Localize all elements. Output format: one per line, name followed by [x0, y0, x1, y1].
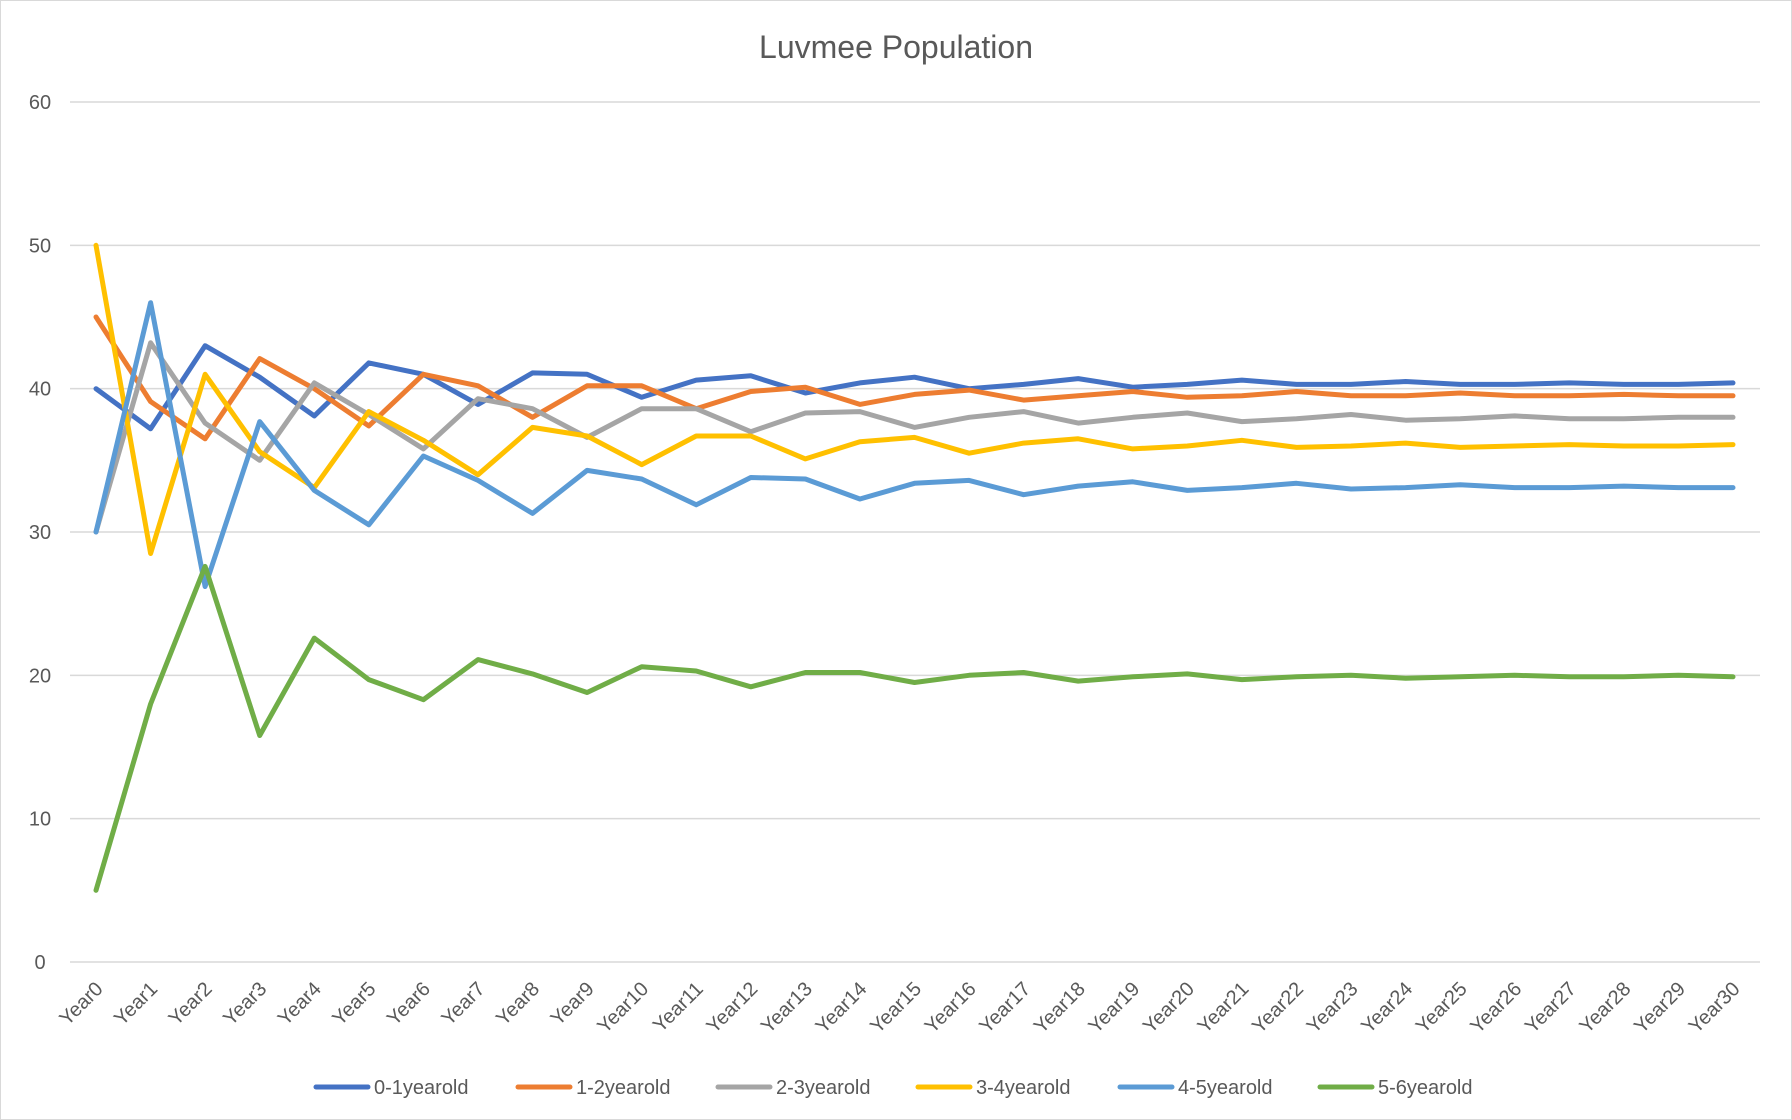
- legend-label: 4-5yearold: [1178, 1077, 1273, 1099]
- series-line-4-5yearold: [93, 300, 1736, 589]
- y-tick-label: 40: [29, 379, 51, 401]
- plot-series: [93, 242, 1736, 893]
- legend-item-0-1yearold[interactable]: 0-1yearold: [313, 1077, 469, 1099]
- y-tick-label: 0: [34, 952, 45, 974]
- legend-label: 5-6yearold: [1378, 1077, 1473, 1099]
- legend-label: 0-1yearold: [374, 1077, 469, 1099]
- y-tick-label: 60: [29, 92, 51, 114]
- legend-item-4-5yearold[interactable]: 4-5yearold: [1117, 1077, 1273, 1099]
- series-line-3-4yearold: [93, 242, 1736, 556]
- series-line-1-2yearold: [93, 314, 1736, 442]
- legend-label: 3-4yearold: [976, 1077, 1071, 1099]
- y-tick-label: 10: [29, 809, 51, 831]
- legend-label: 1-2yearold: [576, 1077, 671, 1099]
- series-line-5-6yearold: [93, 563, 1736, 893]
- legend-item-5-6yearold[interactable]: 5-6yearold: [1317, 1077, 1473, 1099]
- legend-item-3-4yearold[interactable]: 3-4yearold: [915, 1077, 1071, 1099]
- legend-item-2-3yearold[interactable]: 2-3yearold: [715, 1077, 871, 1099]
- legend-label: 2-3yearold: [776, 1077, 871, 1099]
- series-line-0-1yearold: [93, 343, 1736, 432]
- y-tick-label: 50: [29, 235, 51, 257]
- y-tick-label: 20: [29, 665, 51, 687]
- y-axis-ticks: 0 10 20 30 40 50 60: [29, 92, 51, 974]
- y-tick-label: 30: [29, 522, 51, 544]
- gridlines: [70, 101, 1760, 963]
- legend-item-1-2yearold[interactable]: 1-2yearold: [515, 1077, 671, 1099]
- legend: 0-1yearold 1-2yearold 2-3yearold 3-4yearold…: [313, 1077, 1473, 1099]
- chart-title: Luvmee Population: [759, 29, 1033, 65]
